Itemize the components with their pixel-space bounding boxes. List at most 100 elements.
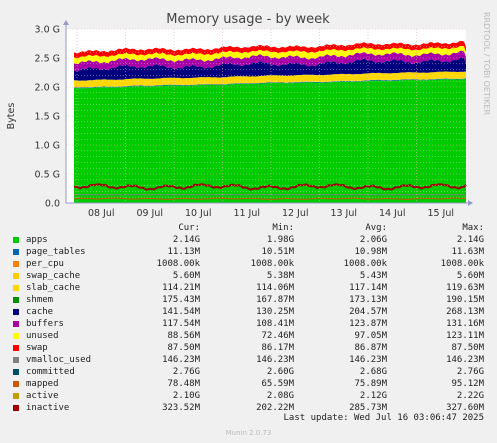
legend-series-name: vmalloc_used — [26, 355, 92, 365]
x-axis-arrow — [468, 200, 473, 206]
axes — [63, 20, 473, 206]
legend-value-avg: 2.06G — [359, 235, 387, 245]
legend-series-name: slab_cache — [26, 283, 81, 293]
area-swap — [74, 40, 466, 59]
legend-value-min: 2.08G — [266, 391, 294, 401]
legend-row-swap: swap 87.50M 86.17M 86.87M 87.50M — [0, 342, 497, 354]
legend-series-name: inactive — [26, 403, 70, 413]
legend-header-max: Max: — [462, 223, 484, 233]
legend-series-name: buffers — [26, 319, 64, 329]
legend-row-shmem: shmem 175.43M 167.87M 173.13M 190.15M — [0, 294, 497, 306]
legend-value-min: 65.59M — [261, 379, 294, 389]
legend-series-name: per_cpu — [26, 259, 64, 269]
legend-value-cur: 78.48M — [167, 379, 200, 389]
munin-version: Munin 2.0.73 — [225, 429, 272, 437]
y-axis-ticks: 0.0 0.5 G 1.0 G 1.5 G 2.0 G 2.5 G 3.0 G — [35, 25, 61, 210]
legend-value-avg: 146.23M — [349, 355, 387, 365]
legend-swatch — [13, 261, 19, 267]
legend-value-max: 2.22G — [456, 391, 484, 401]
legend-value-min: 2.60G — [266, 367, 294, 377]
legend-swatch — [13, 369, 19, 375]
legend-value-cur: 141.54M — [162, 307, 200, 317]
line-mapped — [73, 197, 467, 200]
legend-series-name: committed — [26, 367, 75, 377]
legend-value-max: 327.60M — [446, 403, 484, 413]
area-cache — [74, 57, 466, 81]
legend-value-max: 2.76G — [456, 367, 484, 377]
y-tick-label: 2.5 G — [35, 54, 61, 65]
legend-row-cache: cache 141.54M 130.25M 204.57M 268.13M — [0, 306, 497, 318]
legend-value-min: 86.17M — [261, 343, 294, 353]
series-lines — [73, 183, 467, 200]
legend-series-name: swap_cache — [26, 271, 81, 281]
chart-title: Memory usage - by week — [166, 12, 330, 27]
y-axis-label: Bytes — [6, 103, 17, 130]
legend-value-max: 119.63M — [446, 283, 484, 293]
legend-value-min: 10.51M — [261, 247, 294, 257]
area-apps — [74, 78, 466, 203]
legend-swatch — [13, 249, 19, 255]
legend-value-min: 108.41M — [256, 319, 294, 329]
legend-row-page-tables: page_tables 11.13M 10.51M 10.98M 11.63M — [0, 246, 497, 258]
legend-value-cur: 117.54M — [162, 319, 200, 329]
legend-value-min: 1.98G — [266, 235, 294, 245]
legend-swatch — [13, 285, 19, 291]
x-axis-ticks: 08 Jul 09 Jul 10 Jul 11 Jul 12 Jul 13 Jul 14 J… — [88, 208, 454, 219]
legend-header-row: Cur: Min: Avg: Max: — [0, 222, 497, 234]
legend-swatch — [13, 393, 19, 399]
legend-value-min: 1008.00k — [250, 259, 294, 269]
legend-value-max: 190.15M — [446, 295, 484, 305]
legend-value-min: 5.38M — [266, 271, 294, 281]
legend-value-max: 5.60M — [456, 271, 484, 281]
last-update-text: Last update: Wed Jul 16 03:06:47 2025 — [283, 413, 484, 423]
legend-value-cur: 175.43M — [162, 295, 200, 305]
legend-row-unused: unused 88.56M 72.46M 97.05M 123.11M — [0, 330, 497, 342]
legend-value-avg: 97.05M — [354, 331, 387, 341]
legend-swatch — [13, 321, 19, 327]
grid-lines — [66, 28, 466, 204]
legend-value-avg: 2.12G — [359, 391, 387, 401]
x-tick-label: 11 Jul — [233, 208, 260, 219]
legend-value-max: 268.13M — [446, 307, 484, 317]
legend-series-name: shmem — [26, 295, 54, 305]
legend-row-committed: committed 2.76G 2.60G 2.68G 2.76G — [0, 366, 497, 378]
y-axis-arrow — [63, 20, 69, 25]
legend-value-cur: 146.23M — [162, 355, 200, 365]
area-slab-cache — [74, 71, 466, 88]
legend-row-apps: apps 2.14G 1.98G 2.06G 2.14G — [0, 234, 497, 246]
area-buffers — [74, 50, 466, 72]
legend-swatch — [13, 309, 19, 315]
legend-value-min: 72.46M — [261, 331, 294, 341]
legend-value-cur: 2.14G — [172, 235, 200, 245]
y-tick-label: 3.0 G — [35, 25, 61, 36]
legend-header-avg: Avg: — [365, 223, 387, 233]
legend-value-avg: 204.57M — [349, 307, 387, 317]
legend-value-cur: 323.52M — [162, 403, 200, 413]
legend-value-max: 146.23M — [446, 355, 484, 365]
legend-value-min: 114.06M — [256, 283, 294, 293]
legend-row-buffers: buffers 117.54M 108.41M 123.87M 131.16M — [0, 318, 497, 330]
legend-value-min: 130.25M — [256, 307, 294, 317]
x-tick-label: 12 Jul — [282, 208, 309, 219]
legend-series-name: swap — [26, 343, 48, 353]
legend-value-cur: 88.56M — [167, 331, 200, 341]
legend-series-name: unused — [26, 331, 59, 341]
legend-value-avg: 2.68G — [359, 367, 387, 377]
x-tick-label: 10 Jul — [185, 208, 212, 219]
legend-row-vmalloc-used: vmalloc_used 146.23M 146.23M 146.23M 146.23M — [0, 354, 497, 366]
legend-value-max: 95.12M — [451, 379, 484, 389]
legend-value-avg: 10.98M — [354, 247, 387, 257]
legend-header-min: Min: — [272, 223, 294, 233]
legend-value-avg: 5.43M — [359, 271, 387, 281]
legend-row-slab-cache: slab_cache 114.21M 114.06M 117.14M 119.63M — [0, 282, 497, 294]
x-tick-label: 09 Jul — [136, 208, 163, 219]
x-tick-label: 08 Jul — [88, 208, 115, 219]
legend-swatch — [13, 237, 19, 243]
legend-value-cur: 2.10G — [172, 391, 200, 401]
legend-swatch — [13, 405, 19, 411]
legend-value-max: 123.11M — [446, 331, 484, 341]
legend-value-min: 167.87M — [256, 295, 294, 305]
legend-row-active: active 2.10G 2.08G 2.12G 2.22G — [0, 390, 497, 402]
legend-series-name: mapped — [26, 379, 59, 389]
